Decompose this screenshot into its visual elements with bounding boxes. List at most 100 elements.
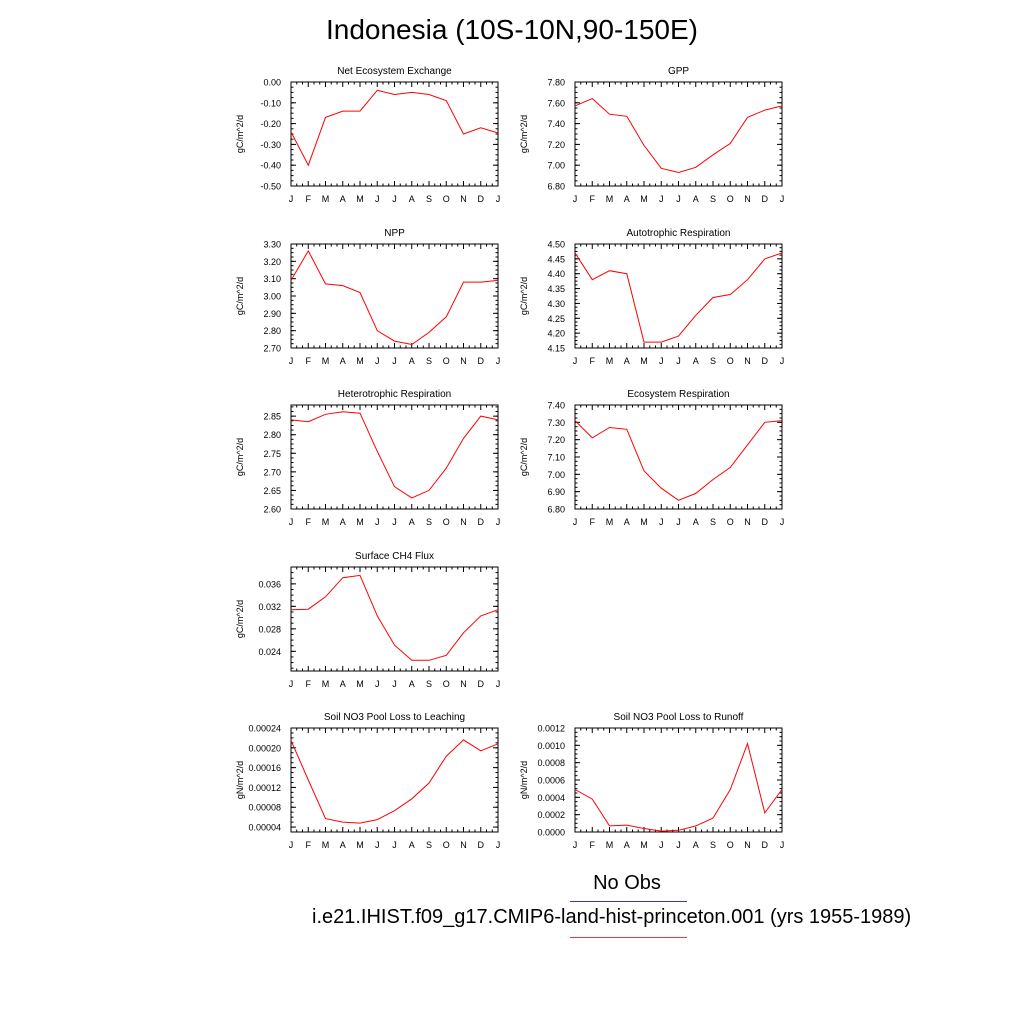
x-tick-label: F xyxy=(306,679,312,689)
x-tick-label: D xyxy=(762,517,769,527)
x-tick-label: S xyxy=(426,840,432,850)
panel-title: GPP xyxy=(668,66,689,77)
y-tick-label: 2.85 xyxy=(263,412,281,422)
x-tick-label: F xyxy=(306,194,312,204)
x-tick-label: D xyxy=(762,194,769,204)
y-tick-label: 7.00 xyxy=(547,470,565,480)
y-axis-label: gN/m^2/d xyxy=(235,761,245,799)
x-tick-label: J xyxy=(496,840,501,850)
x-tick-label: S xyxy=(426,517,432,527)
y-tick-label: 2.65 xyxy=(263,486,281,496)
x-tick-label: J xyxy=(392,194,397,204)
series-line xyxy=(290,411,499,499)
x-tick-label: A xyxy=(693,356,699,366)
plot-frame xyxy=(290,243,499,349)
x-tick-label: A xyxy=(340,517,346,527)
x-tick-label: M xyxy=(356,194,364,204)
x-tick-label: J xyxy=(573,840,578,850)
x-tick-label: J xyxy=(496,356,501,366)
x-tick-label: D xyxy=(478,840,485,850)
y-tick-label: 4.35 xyxy=(547,284,565,294)
y-tick-label: -0.50 xyxy=(260,182,281,192)
plot-frame xyxy=(290,81,499,187)
x-tick-label: N xyxy=(744,356,751,366)
x-tick-label: D xyxy=(762,840,769,850)
y-tick-label: 7.40 xyxy=(547,401,565,411)
y-tick-label: 4.40 xyxy=(547,269,565,279)
legend-obs-line xyxy=(570,901,687,902)
y-tick-label: 0.00008 xyxy=(248,803,281,813)
x-tick-label: M xyxy=(356,840,364,850)
y-axis-label: gC/m^2/d xyxy=(519,438,529,476)
x-tick-label: A xyxy=(624,356,630,366)
x-tick-label: A xyxy=(340,679,346,689)
x-tick-label: M xyxy=(322,517,330,527)
plot-frame xyxy=(574,727,783,833)
x-tick-label: J xyxy=(392,517,397,527)
y-tick-label: 7.60 xyxy=(547,98,565,108)
panel-title: Soil NO3 Pool Loss to Runoff xyxy=(614,712,744,723)
y-tick-label: 0.036 xyxy=(258,579,281,589)
y-tick-label: 2.70 xyxy=(263,344,281,354)
x-tick-label: J xyxy=(780,356,785,366)
x-tick-label: O xyxy=(727,840,734,850)
x-tick-label: F xyxy=(306,356,312,366)
x-tick-label: A xyxy=(409,679,415,689)
x-tick-label: M xyxy=(322,679,330,689)
plot-frame xyxy=(290,566,499,672)
x-tick-label: M xyxy=(640,356,648,366)
x-tick-label: A xyxy=(693,517,699,527)
x-tick-label: M xyxy=(606,840,614,850)
y-tick-label: 0.0010 xyxy=(537,741,565,751)
x-tick-label: D xyxy=(478,194,485,204)
x-tick-label: S xyxy=(426,356,432,366)
y-tick-label: 0.024 xyxy=(258,647,281,657)
x-tick-label: O xyxy=(727,517,734,527)
x-tick-label: J xyxy=(392,356,397,366)
x-tick-label: S xyxy=(426,194,432,204)
x-tick-label: M xyxy=(356,679,364,689)
x-tick-label: A xyxy=(624,194,630,204)
plot-frame xyxy=(574,81,783,187)
x-tick-label: J xyxy=(659,194,664,204)
x-tick-label: N xyxy=(460,194,467,204)
y-tick-label: 0.00012 xyxy=(248,783,281,793)
panel-title: Soil NO3 Pool Loss to Leaching xyxy=(324,712,465,723)
x-tick-label: J xyxy=(289,679,294,689)
x-tick-label: S xyxy=(710,517,716,527)
x-tick-label: J xyxy=(659,840,664,850)
plot-frame xyxy=(574,243,783,349)
y-axis-label: gC/m^2/d xyxy=(519,277,529,315)
y-tick-label: 7.00 xyxy=(547,161,565,171)
y-tick-label: 0.0000 xyxy=(537,828,565,838)
x-tick-label: J xyxy=(676,840,681,850)
x-tick-label: J xyxy=(375,194,380,204)
x-tick-label: M xyxy=(322,356,330,366)
x-tick-label: A xyxy=(693,194,699,204)
x-tick-label: J xyxy=(375,679,380,689)
x-tick-label: D xyxy=(478,356,485,366)
panel-title: Heterotrophic Respiration xyxy=(338,389,451,400)
x-tick-label: J xyxy=(375,517,380,527)
x-tick-label: N xyxy=(460,517,467,527)
y-tick-label: -0.20 xyxy=(260,119,281,129)
x-tick-label: A xyxy=(409,517,415,527)
x-tick-label: M xyxy=(640,517,648,527)
y-tick-label: 0.00024 xyxy=(248,724,281,734)
x-tick-label: J xyxy=(289,356,294,366)
x-tick-label: S xyxy=(710,356,716,366)
x-tick-label: D xyxy=(478,517,485,527)
series-line xyxy=(574,98,783,174)
x-tick-label: J xyxy=(780,840,785,850)
y-tick-label: 4.30 xyxy=(547,299,565,309)
x-tick-label: A xyxy=(409,194,415,204)
x-tick-label: M xyxy=(640,840,648,850)
x-tick-label: D xyxy=(762,356,769,366)
y-tick-label: 3.10 xyxy=(263,274,281,284)
